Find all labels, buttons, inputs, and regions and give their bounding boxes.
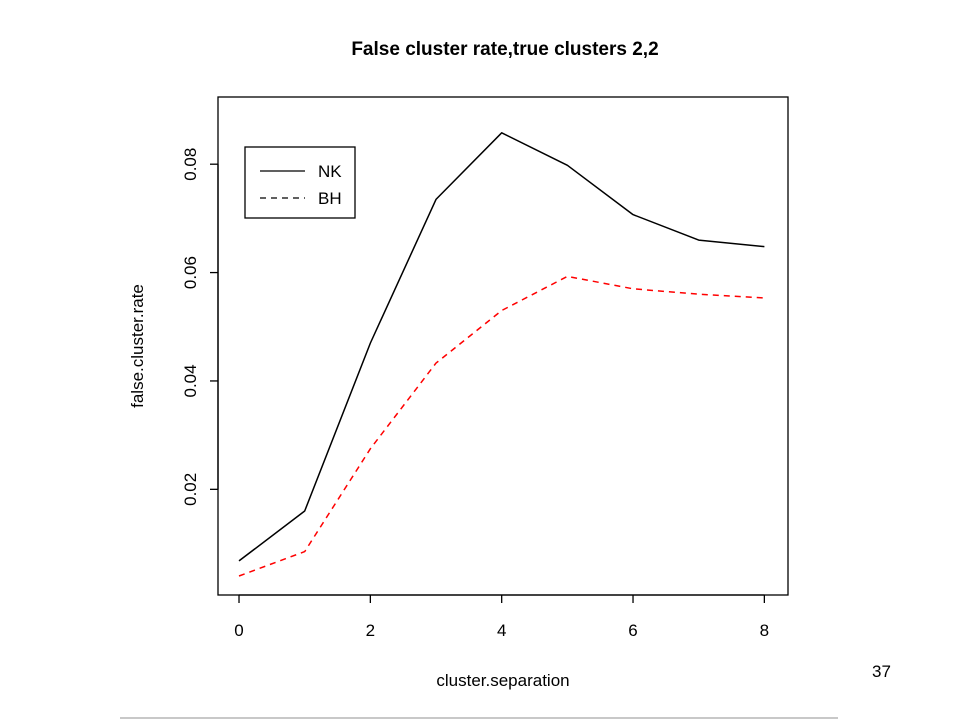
legend-box [244,146,356,219]
y-axis-label: false.cluster.rate [128,284,147,408]
series-line-bh [238,275,765,577]
series-layer [238,132,765,577]
legend-label-nk: NK [318,162,342,181]
x-tick-label: 4 [497,621,506,640]
series-line-nk [238,132,765,562]
x-tick-label: 6 [628,621,637,640]
x-axis-label: cluster.separation [436,671,569,690]
legend: NK BH [244,146,356,219]
y-tick-label: 0.08 [181,148,200,181]
y-axis: 0.02 0.04 0.06 0.08 [181,148,219,506]
x-tick-label: 2 [366,621,375,640]
legend-label-bh: BH [318,189,342,208]
y-tick-label: 0.06 [181,256,200,289]
footer-divider [120,717,838,719]
y-tick-label: 0.04 [181,364,200,397]
chart-title: False cluster rate,true clusters 2,2 [351,39,658,60]
x-axis: 0 2 4 6 8 [234,594,769,640]
x-tick-label: 0 [234,621,243,640]
page-number: 37 [872,662,891,681]
y-tick-label: 0.02 [181,473,200,506]
x-tick-label: 8 [760,621,769,640]
